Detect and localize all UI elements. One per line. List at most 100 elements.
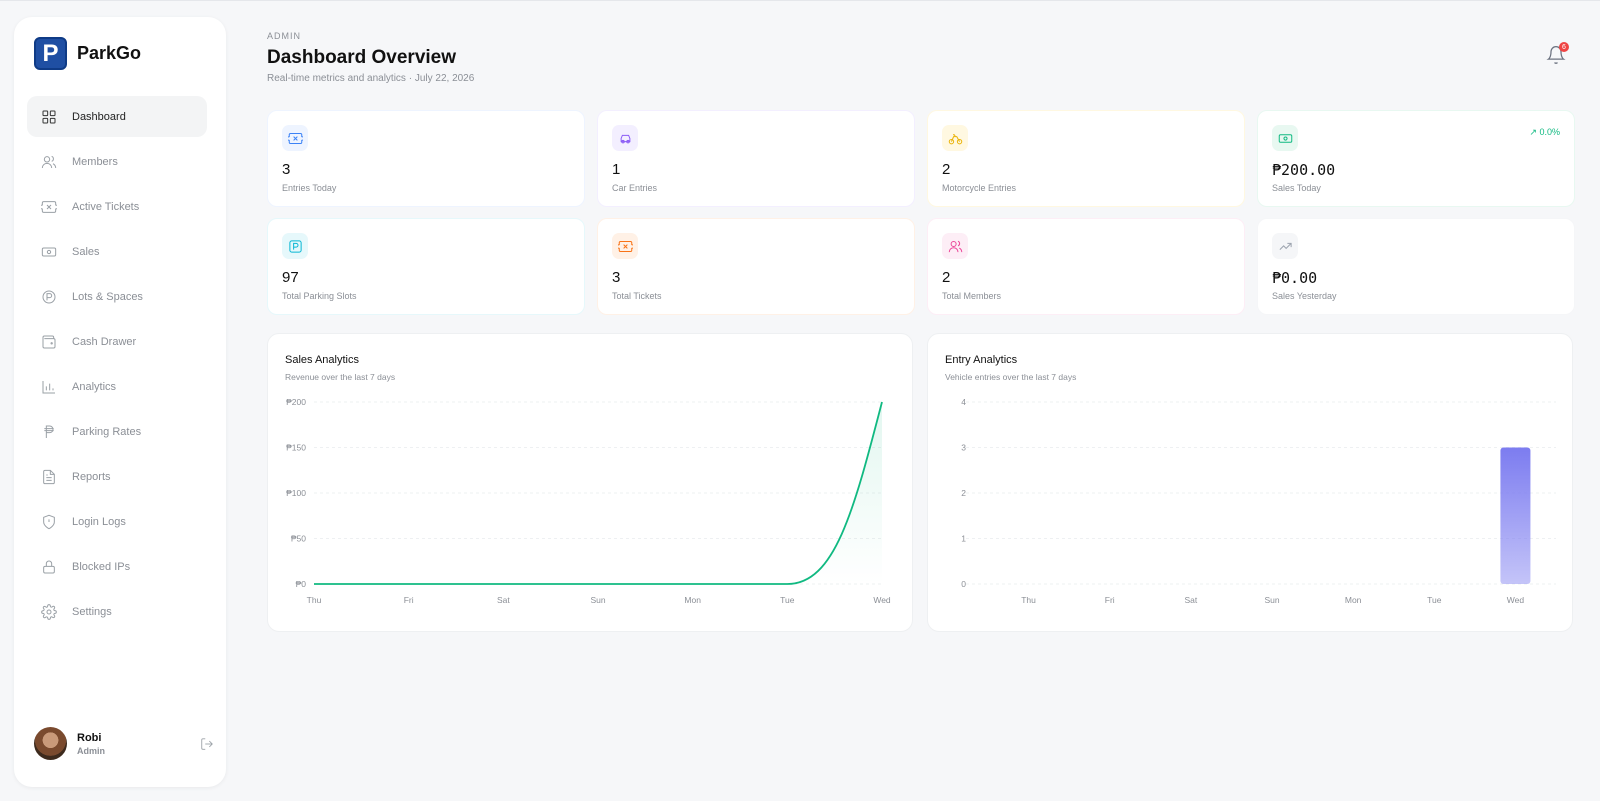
wallet-icon [41,334,57,350]
sidebar-nav: Dashboard Members Active Tickets Sales Lots … [27,96,207,636]
ticket-icon [612,233,638,259]
sidebar-item-label: Analytics [72,380,117,393]
x-tick-label: Sat [497,595,510,605]
page-subtitle: Real-time metrics and analytics · July 2… [267,73,475,84]
sidebar-item-label: Parking Rates [72,425,142,438]
sidebar-item-label: Login Logs [72,515,126,528]
file-text-icon [41,469,57,485]
stat-card-motorcycle-entries[interactable]: 2 Motorcycle Entries [927,110,1245,207]
stat-card-sales-yesterday[interactable]: ₱0.00 Sales Yesterday [1257,218,1575,315]
sidebar-item-active-tickets[interactable]: Active Tickets [27,186,207,227]
trend-badge: ↗ 0.0% [1529,127,1560,137]
parkgo-logo-icon: P [34,37,67,70]
banknote-icon [1272,125,1298,151]
stat-value: 3 [612,269,621,286]
breadcrumb: ADMIN [267,31,301,41]
x-tick-label: Thu [307,595,322,605]
stat-value: ₱200.00 [1272,161,1336,179]
top-border [0,0,1600,3]
page-title: Dashboard Overview [267,47,457,68]
sidebar-item-label: Sales [72,245,100,258]
y-tick-label: ₱0 [296,579,307,589]
stat-value: 3 [282,161,291,178]
sidebar-item-analytics[interactable]: Analytics [27,366,207,407]
sidebar-item-label: Settings [72,605,112,618]
sidebar-item-settings[interactable]: Settings [27,591,207,632]
sidebar-item-label: Cash Drawer [72,335,137,348]
sidebar-item-cash-drawer[interactable]: Cash Drawer [27,321,207,362]
user-profile: Robi Admin [34,727,214,760]
sidebar-item-sales[interactable]: Sales [27,231,207,272]
sidebar-item-blocked-ips[interactable]: Blocked IPs [27,546,207,587]
x-tick-label: Wed [1507,595,1525,605]
stat-value: ₱0.00 [1272,269,1318,287]
sales-analytics-card: Sales Analytics Revenue over the last 7 … [267,333,913,632]
x-tick-label: Tue [1427,595,1442,605]
stat-value: 97 [282,269,299,286]
sidebar-item-dashboard[interactable]: Dashboard [27,96,207,137]
stat-value: 2 [942,269,951,286]
sidebar-item-reports[interactable]: Reports [27,456,207,497]
entry-chart: 0 1 2 3 4 Thu Fri Sat Sun Mon Tue Wed [961,397,1556,605]
car-icon [612,125,638,151]
gear-icon [41,603,57,620]
stat-card-total-members[interactable]: 2 Total Members [927,218,1245,315]
brand[interactable]: P ParkGo [34,37,141,70]
user-info: Robi Admin [77,732,105,756]
stat-card-sales-today[interactable]: ₱200.00 Sales Today ↗ 0.0% [1257,110,1575,207]
x-tick-label: Fri [1105,595,1115,605]
x-tick-label: Mon [1345,595,1362,605]
entry-bar[interactable] [1500,447,1531,585]
stat-label: Sales Today [1272,183,1321,193]
x-tick-label: Sun [1264,595,1279,605]
sidebar-item-lots-spaces[interactable]: Lots & Spaces [27,276,207,317]
stat-label: Car Entries [612,183,658,193]
sidebar-item-members[interactable]: Members [27,141,207,182]
sidebar-item-label: Lots & Spaces [72,290,143,303]
bar-chart-icon [41,379,57,395]
sidebar-item-login-logs[interactable]: Login Logs [27,501,207,542]
parking-circle-icon [41,289,57,305]
x-tick-label: Wed [873,595,891,605]
y-tick-label: 1 [961,534,966,544]
bell-icon [1546,46,1566,64]
x-tick-label: Tue [780,595,795,605]
chart-subtitle: Revenue over the last 7 days [285,372,396,382]
stat-label: Total Parking Slots [282,291,357,301]
stat-card-entries-today[interactable]: 3 Entries Today [267,110,585,207]
x-tick-label: Sun [590,595,605,605]
peso-icon [41,424,57,440]
banknote-icon [41,244,57,260]
bike-icon [942,125,968,151]
stat-label: Entries Today [282,183,337,193]
logout-icon[interactable] [200,737,214,751]
x-tick-label: Mon [684,595,701,605]
stat-card-car-entries[interactable]: 1 Car Entries [597,110,915,207]
chart-subtitle: Vehicle entries over the last 7 days [945,372,1077,382]
x-tick-label: Fri [404,595,414,605]
avatar[interactable] [34,727,67,760]
x-tick-label: Thu [1021,595,1036,605]
y-tick-label: 0 [961,579,966,589]
stat-card-total-tickets[interactable]: 3 Total Tickets [597,218,915,315]
sidebar-item-label: Blocked IPs [72,560,131,573]
ticket-icon [41,199,57,215]
notifications-button[interactable]: 6 [1546,42,1569,67]
sales-area [314,402,882,584]
stat-label: Motorcycle Entries [942,183,1017,193]
y-tick-label: ₱100 [286,488,306,498]
y-tick-label: ₱200 [286,397,306,407]
user-name: Robi [77,731,102,744]
chart-title: Sales Analytics [285,354,359,366]
stat-label: Total Members [942,291,1002,301]
sidebar-item-label: Dashboard [72,110,126,123]
entry-analytics-card: Entry Analytics Vehicle entries over the… [927,333,1573,632]
brand-name: ParkGo [77,43,142,63]
sidebar-item-parking-rates[interactable]: Parking Rates [27,411,207,452]
user-role: Admin [77,745,105,756]
parking-icon [282,233,308,259]
stat-value: 1 [612,161,621,178]
sidebar-item-label: Active Tickets [72,200,140,213]
stat-card-total-parking-slots[interactable]: 97 Total Parking Slots [267,218,585,315]
trending-up-icon [1272,233,1298,259]
